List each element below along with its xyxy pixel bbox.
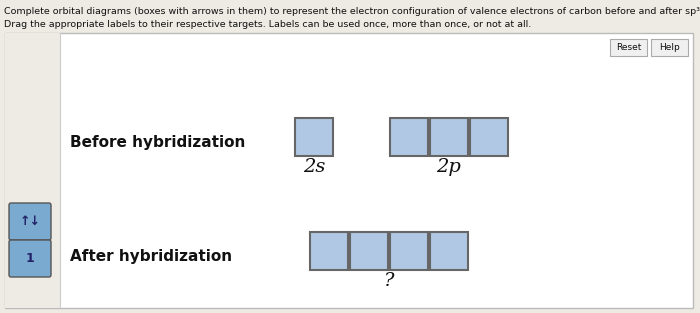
Text: ↑↓: ↑↓ <box>20 215 41 228</box>
Bar <box>295 118 333 156</box>
FancyBboxPatch shape <box>9 240 51 277</box>
Bar <box>390 232 428 270</box>
Bar <box>470 118 508 156</box>
Bar <box>350 232 388 270</box>
Text: After hybridization: After hybridization <box>70 249 232 264</box>
Bar <box>430 118 468 156</box>
Bar <box>310 232 348 270</box>
FancyBboxPatch shape <box>651 39 688 56</box>
FancyBboxPatch shape <box>610 39 647 56</box>
FancyBboxPatch shape <box>9 203 51 240</box>
Bar <box>430 232 468 270</box>
Bar <box>5 33 693 308</box>
Text: Before hybridization: Before hybridization <box>70 136 246 151</box>
Text: ?: ? <box>384 272 394 290</box>
Bar <box>5 33 60 308</box>
Text: Reset: Reset <box>616 43 641 52</box>
Text: Drag the appropriate labels to their respective targets. Labels can be used once: Drag the appropriate labels to their res… <box>4 20 531 29</box>
Text: Complete orbital diagrams (boxes with arrows in them) to represent the electron : Complete orbital diagrams (boxes with ar… <box>4 7 700 16</box>
Bar <box>390 118 428 156</box>
Text: 1: 1 <box>26 252 34 265</box>
Text: 2s: 2s <box>303 158 326 176</box>
Text: Help: Help <box>659 43 680 52</box>
Text: 2p: 2p <box>437 158 461 176</box>
